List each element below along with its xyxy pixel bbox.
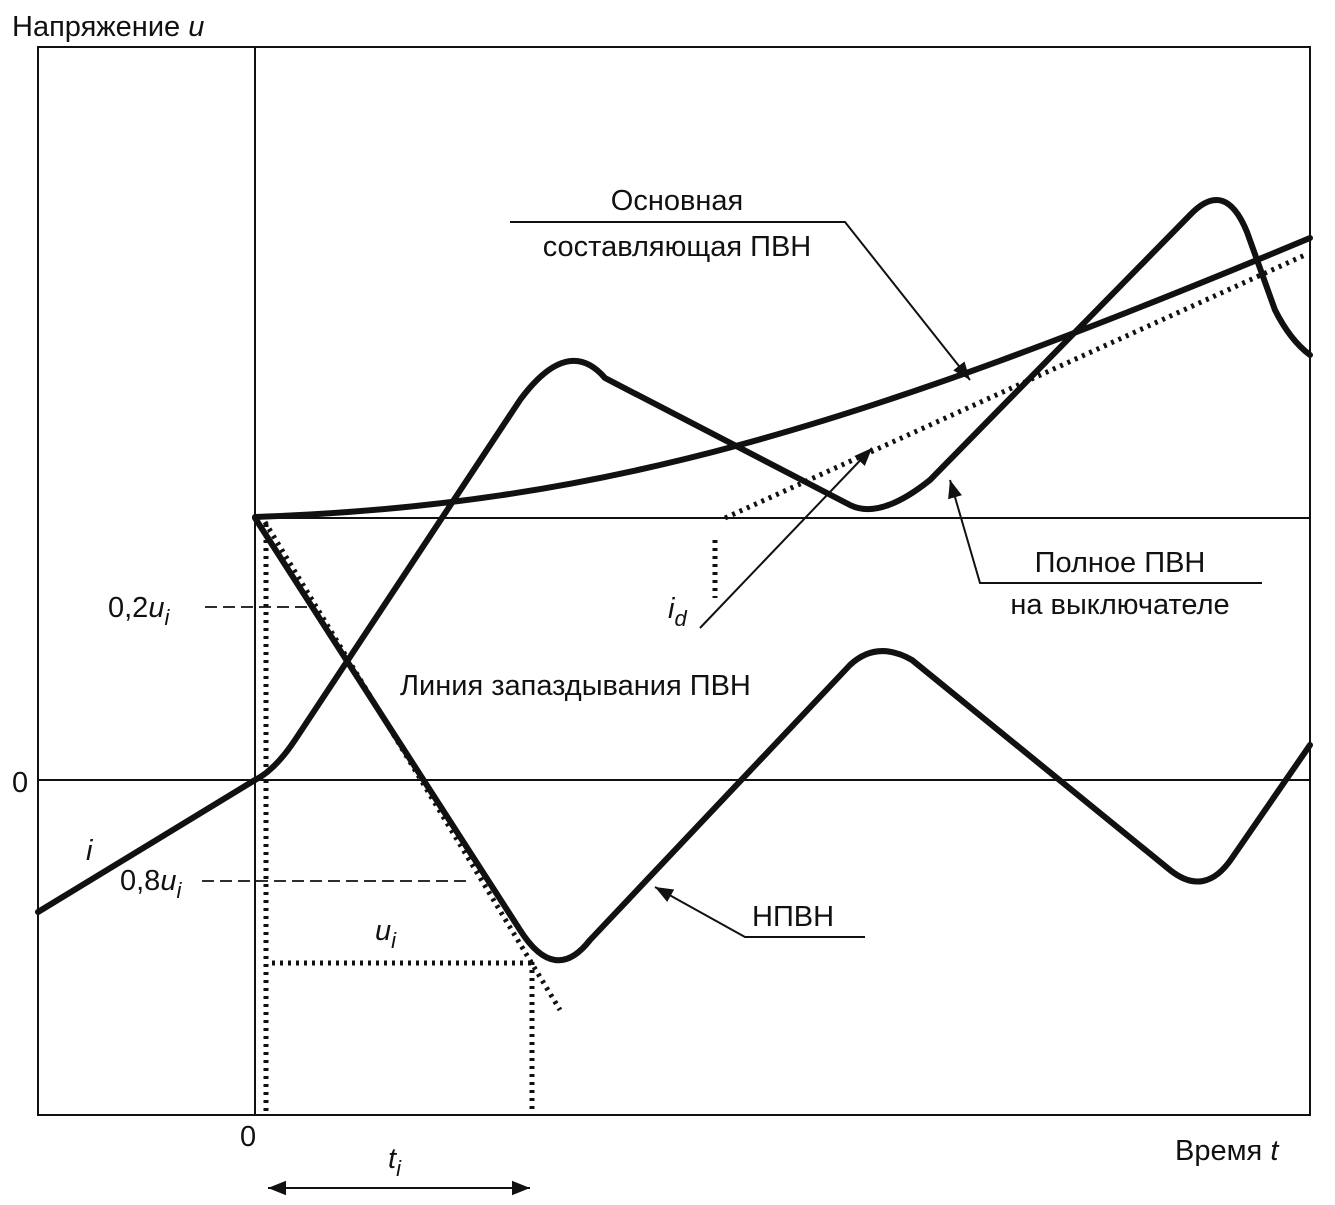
ui-subscript: i [391, 928, 397, 953]
id-label: id [668, 593, 687, 631]
full-trv [252, 196, 1313, 783]
frame [37, 46, 1311, 1116]
itrv [252, 515, 1313, 964]
y-axis-label: Напряжение u [12, 11, 204, 43]
leader-full [948, 479, 1262, 584]
tangent-line [723, 252, 1307, 521]
annotation: Основная [611, 185, 743, 217]
y-label-text: Напряжение [12, 11, 180, 43]
level-prefix: 0,8 [120, 865, 160, 897]
annotation: на выключателе [1010, 589, 1229, 621]
x-label-symbol: t [1270, 1135, 1280, 1167]
leader-itrv [654, 886, 865, 938]
ti-symbol: t [388, 1143, 398, 1175]
ui-label: ui [375, 915, 397, 953]
ti-label: ti [388, 1143, 402, 1181]
leader-id [699, 447, 873, 629]
level-subscript: i [176, 878, 182, 903]
level-subscript: i [164, 605, 170, 630]
annotation: составляющая ПВН [543, 231, 812, 263]
x-zero: 0 [240, 1121, 256, 1153]
annotation: Полное ПВН [1035, 547, 1206, 579]
y-label-symbol: u [188, 11, 204, 43]
level-symbol: u [160, 865, 176, 897]
annotation: Линия запаздывания ПВН [400, 670, 751, 702]
level-symbol: u [148, 592, 164, 624]
annotation: НПВН [752, 901, 834, 933]
id-symbol: i [668, 593, 676, 625]
main-component [252, 235, 1313, 520]
y-zero: 0 [12, 767, 28, 799]
level-prefix: 0,2 [108, 592, 148, 624]
ti-subscript: i [396, 1156, 402, 1181]
current-symbol: i [86, 835, 94, 867]
current-line [35, 777, 258, 915]
level-label: 0,8ui [120, 865, 182, 903]
x-label-text: Время [1175, 1135, 1262, 1167]
leader-main [510, 221, 971, 381]
level-label: 0,2ui [108, 592, 170, 630]
x-axis-label: Время t [1175, 1135, 1280, 1167]
id-subscript: d [674, 606, 687, 631]
ui-symbol: u [375, 915, 391, 947]
